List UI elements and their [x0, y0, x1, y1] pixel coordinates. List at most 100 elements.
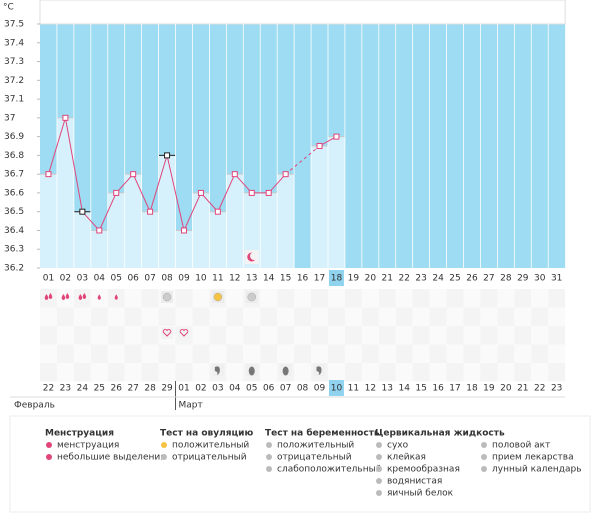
cell: [260, 307, 278, 326]
month-label: Февраль: [14, 401, 55, 411]
date-label: 21: [517, 384, 528, 394]
y-tick-label: 36.4: [4, 226, 24, 236]
cell: [548, 289, 566, 308]
cell: [344, 363, 362, 382]
date-label: 23: [60, 384, 71, 394]
cell: [548, 363, 566, 382]
x-tick-label: 05: [111, 274, 122, 284]
cell: [192, 363, 210, 382]
x-tick-label: 11: [212, 274, 223, 284]
y-tick-label: 36.9: [4, 132, 24, 142]
drop-icon: [48, 293, 53, 299]
cell: [344, 344, 362, 363]
cell: [192, 326, 210, 345]
cell: [158, 307, 176, 326]
cell: [141, 344, 159, 363]
date-label: 10: [331, 384, 343, 394]
cell: [277, 307, 295, 326]
date-label: 09: [314, 384, 326, 394]
legend-item: положительный: [172, 441, 249, 451]
cell: [243, 307, 261, 326]
y-tick-label: 36.2: [4, 264, 24, 274]
cell: [395, 307, 413, 326]
cell: [192, 289, 210, 308]
cell: [344, 289, 362, 308]
cell: [294, 344, 312, 363]
cell: [497, 307, 515, 326]
cell: [480, 307, 498, 326]
cell: [497, 326, 515, 345]
point: [130, 171, 137, 178]
cell: [124, 363, 142, 382]
cell: [226, 307, 244, 326]
cell: [531, 289, 549, 308]
x-tick-label: 14: [263, 274, 275, 284]
date-label: 24: [77, 384, 89, 394]
cell: [497, 363, 515, 382]
cell: [294, 363, 312, 382]
watery-icon: [248, 366, 255, 376]
point: [96, 227, 103, 234]
test-icon: [213, 292, 223, 302]
cell: [175, 289, 193, 308]
cell: [429, 344, 447, 363]
cell: [40, 307, 57, 326]
point: [164, 152, 171, 159]
y-tick-label: 37.1: [4, 95, 24, 105]
cell: [480, 289, 498, 308]
legend-item: клейкая: [387, 453, 426, 463]
date-label: 07: [280, 384, 291, 394]
cell: [90, 344, 108, 363]
drop-icon: [82, 293, 87, 299]
legend-item: кремообразная: [387, 465, 460, 475]
cell: [429, 307, 447, 326]
point: [147, 208, 154, 215]
gap-connector: [285, 145, 320, 175]
cell: [73, 363, 91, 382]
cell: [141, 307, 159, 326]
day-column: [158, 155, 176, 268]
date-label: 01: [178, 384, 189, 394]
cell: [395, 326, 413, 345]
cell: [209, 307, 227, 326]
test-icon: [162, 292, 172, 302]
cell: [531, 307, 549, 326]
point: [214, 208, 221, 215]
y-tick-label: 37.4: [4, 38, 24, 48]
x-tick-label: 12: [229, 274, 240, 284]
date-label: 04: [229, 384, 241, 394]
cell: [277, 326, 295, 345]
day-column: [260, 192, 278, 268]
day-column: [277, 174, 295, 268]
cell: [73, 289, 91, 308]
date-label: 20: [500, 384, 512, 394]
cell: [429, 326, 447, 345]
cell: [260, 326, 278, 345]
x-tick-label: 28: [500, 274, 512, 284]
cell: [141, 289, 159, 308]
legend-item: отрицательный: [172, 453, 247, 463]
cell: [124, 344, 142, 363]
cell: [378, 326, 396, 345]
cell: [124, 289, 142, 308]
cell: [73, 326, 91, 345]
legend-icon: [266, 454, 272, 460]
cell: [107, 326, 125, 345]
cell: [446, 363, 464, 382]
legend-icon: [376, 454, 382, 460]
today-box: [328, 270, 344, 286]
legend-icon: [376, 490, 382, 496]
x-tick-label: 18: [331, 274, 343, 284]
point: [45, 171, 52, 178]
y-tick-label: 37.5: [4, 20, 24, 30]
date-label: 06: [263, 384, 275, 394]
drop-icon: [61, 294, 66, 300]
cell: [40, 289, 57, 308]
cream-icon: [214, 366, 220, 375]
x-tick-label: 25: [449, 274, 460, 284]
cell: [361, 326, 379, 345]
cell: [226, 344, 244, 363]
legend-icon: [266, 442, 272, 448]
date-label: 23: [551, 384, 562, 394]
cell: [344, 307, 362, 326]
